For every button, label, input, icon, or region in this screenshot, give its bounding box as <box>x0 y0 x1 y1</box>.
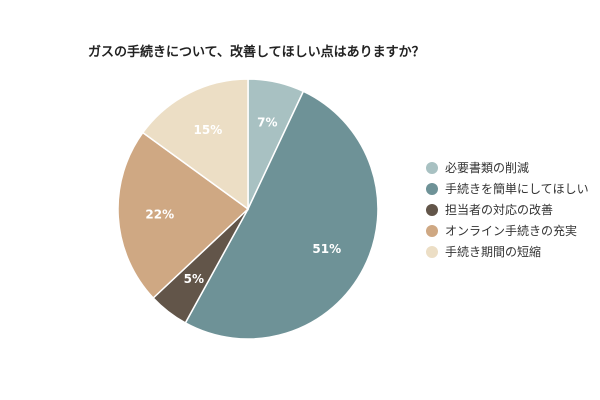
legend-label: 必要書類の削減 <box>445 160 529 175</box>
slice-labels: 7% 51% 5% 22% 15% <box>145 116 341 286</box>
legend-swatch <box>426 204 438 216</box>
legend-swatch <box>426 183 438 195</box>
legend-swatch <box>426 225 438 237</box>
slice-value-label: 15% <box>194 123 223 137</box>
legend-label: 手続き期間の短縮 <box>445 244 541 259</box>
legend-swatch <box>426 246 438 258</box>
legend-item: 手続き期間の短縮 <box>426 244 541 259</box>
legend: 必要書類の削減手続きを簡単にしてほしい担当者の対応の改善オンライン手続きの充実手… <box>426 160 589 259</box>
slice-value-label: 7% <box>257 116 277 130</box>
pie-slice-4 <box>117 131 250 300</box>
legend-item: オンライン手続きの充実 <box>426 223 577 238</box>
slice-value-label: 51% <box>312 242 341 256</box>
slice-value-label: 5% <box>184 272 204 286</box>
chart-title: ガスの手続きについて、改善してほしい点はありますか？ <box>88 44 425 60</box>
legend-item: 必要書類の削減 <box>426 160 529 175</box>
legend-swatch <box>426 162 438 174</box>
slice-value-label: 22% <box>145 208 174 222</box>
pie-slice-5 <box>141 78 249 211</box>
legend-item: 担当者の対応の改善 <box>426 202 553 217</box>
pie-slice-2 <box>184 90 379 340</box>
legend-label: 担当者の対応の改善 <box>445 202 553 217</box>
legend-label: 手続きを簡単にしてほしい <box>445 181 589 196</box>
pie-slices <box>117 78 379 340</box>
legend-item: 手続きを簡単にしてほしい <box>426 181 589 196</box>
legend-label: オンライン手続きの充実 <box>445 223 577 238</box>
